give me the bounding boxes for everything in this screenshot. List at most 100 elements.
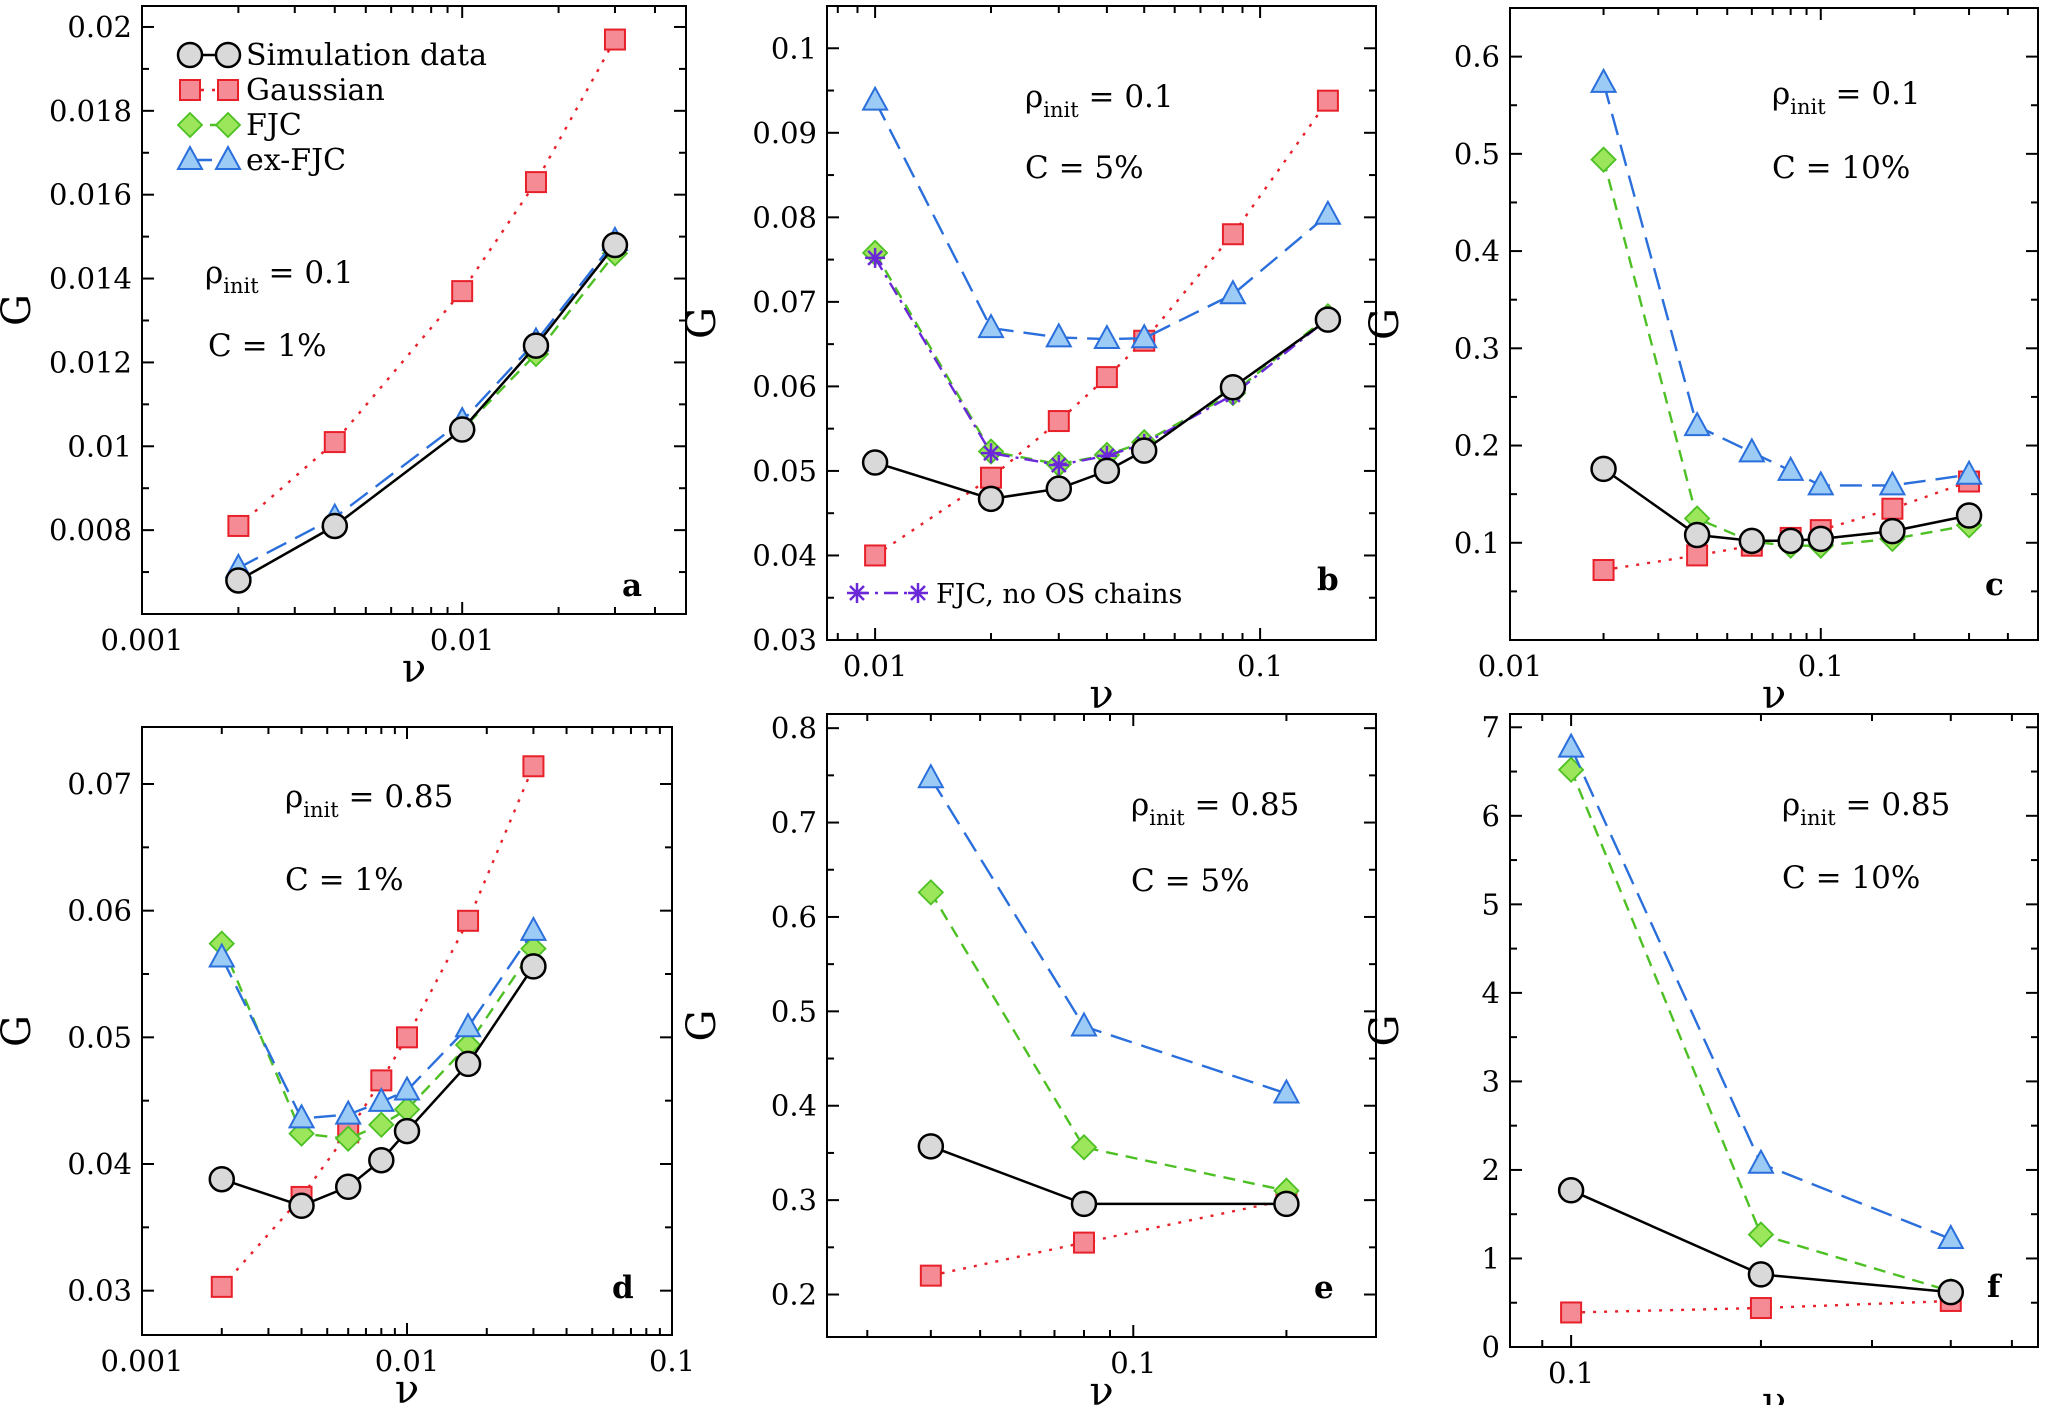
data-point-gauss [1592,558,1615,581]
data-point-exfjc [1955,459,1983,485]
data-point-sim [977,485,1005,513]
y-axis-label: G [0,1015,40,1047]
data-point-gauss [451,280,474,303]
series-line-fjc [874,252,1329,466]
panel-label: b [1317,562,1339,598]
y-tick-label: 0.4 [771,1089,817,1123]
data-point-fjc [1070,1133,1098,1161]
rho-symbol: ρ [1025,79,1043,115]
data-point-gauss [1047,410,1070,433]
data-point-exfjc [208,942,236,968]
x-axis-label: ν [1089,672,1113,718]
y-tick-label: 0.09 [752,116,817,150]
y-axis-label: G [1362,308,1408,340]
y-tick-label: 0.03 [752,623,817,657]
data-point-exfjc [861,85,889,111]
y-tick-label: 0.05 [67,1020,132,1054]
data-point-fjc [917,879,945,906]
series-sim [1590,455,1983,555]
data-point-gauss [1560,1301,1583,1324]
data-point-gauss [396,1026,418,1049]
x-tick-label: 0.001 [100,623,183,657]
y-tick-label: 2 [1482,1153,1500,1187]
panel-a: 0.001 0.01 0.008 0.01 0.012 0.014 0.016 0.018 0.… [0,5,687,692]
x-tick-label: 0.1 [1110,1346,1156,1380]
data-point-exfjc [1747,1148,1775,1174]
series-line-fjc [1569,769,1952,1293]
rho-value: = 0.85 [1185,787,1300,823]
data-point-sim [1557,1177,1585,1204]
data-point-exfjc [519,915,548,941]
panel-b: 0.01 0.1 0.03 0.04 0.05 0.06 0.07 0.08 0.09 0.1 ν G… [679,5,1377,718]
data-point-noos [1048,455,1069,476]
y-tick-label: 0.1 [771,31,817,65]
series-line-exfjc [929,777,1287,1095]
data-point-exfjc [1557,732,1585,758]
data-point-sim [454,1050,482,1078]
data-point-sim [1777,527,1804,555]
x-tick-label: 0.1 [1548,1356,1594,1390]
x-tick-label: 0.1 [1798,649,1844,683]
data-point-sim [1807,525,1835,553]
y-tick-label: 0.06 [67,894,132,928]
y-tick-label: 1 [1482,1241,1500,1275]
y-tick-label: 0.008 [49,513,132,547]
series-exfjc [1589,67,1983,496]
series-fjc [1557,756,1965,1305]
data-point-sim [368,1146,395,1174]
y-tick-label: 4 [1482,976,1500,1010]
plot-frame [1509,713,2039,1348]
data-point-gauss [1221,223,1244,246]
data-point-sim [225,567,252,594]
x-axis-label: ν [1762,672,1786,718]
y-tick-label: 5 [1482,887,1500,921]
y-axis-label: G [1362,1015,1408,1047]
data-point-exfjc [1878,470,1907,496]
series-exfjc [917,763,1301,1104]
data-point-gauss [524,171,547,194]
legend-marker [176,144,204,170]
data-point-gauss [522,755,545,778]
series-line-noos [874,257,1329,467]
rho-value: = 0.1 [259,255,354,291]
x-axis-label: ν [402,646,426,692]
data-point-exfjc [1807,470,1835,496]
x-axis-label: ν [395,1367,419,1405]
legend-marker [176,111,204,139]
series-line-fjc [929,891,1287,1192]
data-point-sim [1955,502,1983,529]
plot-frame [826,713,1377,1338]
data-point-gauss [864,544,887,567]
rho-symbol: ρ [205,255,223,291]
data-point-sim [1314,306,1342,333]
data-point-exfjc [1776,455,1805,481]
data-point-exfjc [1683,411,1711,437]
data-point-gauss [919,1264,942,1287]
data-point-sim [448,416,476,443]
concentration-annotation: C = 5% [1025,150,1144,186]
panel-d: 0.001 0.01 0.1 0.03 0.04 0.05 0.06 0.07 ν Gρinit … [0,726,695,1405]
data-point-sim [1070,1190,1098,1218]
data-point-sim [1879,517,1906,545]
data-point-exfjc [287,1103,316,1129]
rho-annotation: ρinit = 0.1 [1025,79,1174,122]
y-tick-label: 0.03 [67,1274,132,1308]
data-point-exfjc [1314,199,1342,225]
series-line-sim [237,244,616,582]
rho-annotation: ρinit = 0.85 [285,779,453,822]
data-point-exfjc [1272,1078,1301,1104]
data-point-sim [208,1165,236,1193]
rho-subscript: init [1043,98,1079,122]
data-point-fjc [368,1111,395,1139]
y-tick-label: 0.3 [1454,331,1500,365]
rho-annotation: ρinit = 0.1 [205,255,354,298]
concentration-annotation: C = 1% [285,862,404,898]
data-point-sim [1130,437,1158,464]
x-tick-label: 0.1 [1237,649,1283,683]
data-point-fjc [1557,756,1585,784]
data-point-exfjc [1937,1223,1965,1249]
y-tick-label: 0.04 [67,1147,132,1181]
rho-subscript: init [1790,95,1826,119]
